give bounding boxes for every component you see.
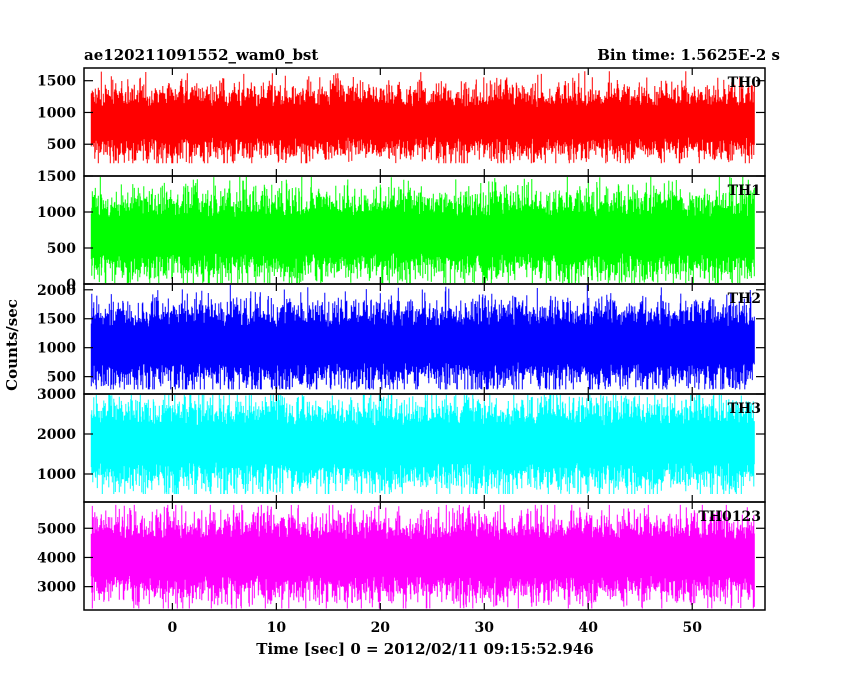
panel-label-th0: TH0 [728,75,762,91]
x-tick-label: 40 [579,620,599,636]
y-tick-label: 1500 [37,74,76,90]
panel-th2: 500 1000 1500 2000 TH2 [37,283,766,395]
panel-label-th1: TH1 [728,183,761,199]
y-tick-label: 1500 [37,169,76,185]
series-line-th1 [90,177,755,283]
series-line-th2 [90,285,755,390]
y-tick-label: 4000 [37,550,76,566]
x-tick-label: 0 [167,620,177,636]
y-tick-label: 1000 [37,467,76,483]
panel-th0: 500 1000 1500 TH0 [37,67,766,177]
y-tick-label: 1000 [37,205,76,221]
y-tick-label: 2000 [37,427,76,443]
bin-time-label: Bin time: 1.5625E-2 s [597,46,780,64]
x-tick-label: 50 [682,620,702,636]
series-line-th0123 [90,504,755,609]
y-tick-label: 3000 [37,580,76,596]
y-tick-label: 1500 [37,312,76,328]
y-tick-label: 500 [47,370,76,386]
y-axis-label: Counts/sec [3,299,21,391]
y-tick-label: 5000 [37,521,76,537]
y-tick-label: 1000 [37,105,76,121]
x-tick-label: 20 [371,620,391,636]
y-tick-label: 500 [47,241,76,257]
y-tick-label: 0 [66,277,76,293]
panel-label-th0123: TH0123 [698,509,761,525]
panel-th1: 0 500 1000 1500 TH1 [37,169,766,293]
x-tick-label: 30 [475,620,495,636]
y-tick-label: 3000 [37,387,76,403]
panel-frame [83,501,766,611]
x-tick-label: 10 [267,620,287,636]
panel-label-th3: TH3 [728,401,761,417]
y-tick-label: 1000 [37,341,76,357]
panel-th3: 1000 2000 3000 TH3 [37,387,766,503]
chart-title: ae120211091552_wam0_bst [84,46,318,64]
panel-label-th2: TH2 [728,291,761,307]
panel-th0123: 3000 4000 5000 TH0123 [37,501,766,611]
x-axis-label: Time [sec] 0 = 2012/02/11 09:15:52.946 [256,640,593,658]
series-line-th0 [90,71,755,164]
series-line-th3 [90,395,755,494]
y-tick-label: 2000 [37,283,76,299]
y-tick-label: 500 [47,137,76,153]
